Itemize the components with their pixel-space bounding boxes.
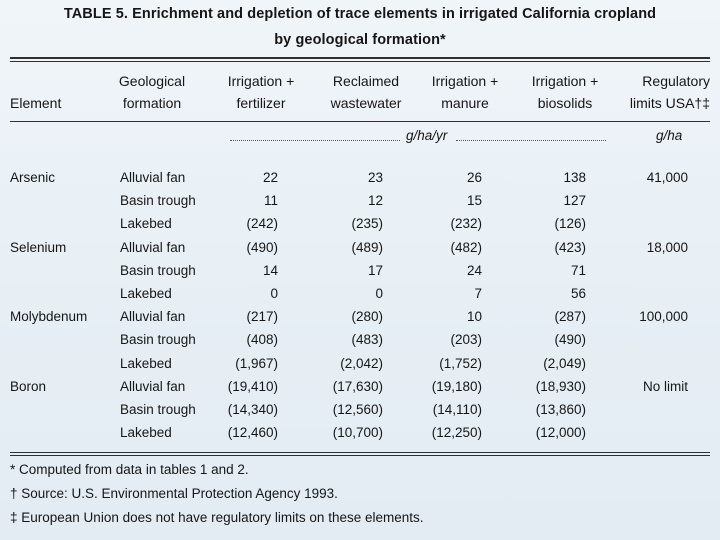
row-value: (217)	[246, 309, 278, 325]
top-rule-thin	[10, 61, 710, 62]
row-formation: Lakebed	[120, 216, 172, 232]
header-fertilizer-line-2: fertilizer	[236, 95, 286, 111]
row-formation: Lakebed	[120, 286, 172, 301]
header-element: Element	[10, 95, 62, 111]
header-formation-line-2: formation	[122, 95, 182, 111]
footnote-source: † Source: U.S. Environmental Protection …	[10, 486, 338, 501]
row-value: (10,700)	[332, 425, 383, 441]
header-regulatory-line-2: limits USA†‡	[629, 95, 710, 111]
row-value: 138	[563, 170, 586, 185]
row-value: 22	[262, 170, 278, 185]
row-value: (12,250)	[431, 425, 482, 441]
row-formation: Basin trough	[120, 402, 196, 417]
row-value: (242)	[246, 216, 278, 232]
row-formation: Lakebed	[120, 425, 172, 441]
row-value: 24	[466, 262, 482, 278]
unit-gha-yr: g/ha/yr	[406, 128, 448, 143]
footnote-computed: * Computed from data in tables 1 and 2.	[10, 462, 249, 477]
row-value: 0	[270, 286, 278, 301]
row-value: 0	[375, 286, 383, 301]
row-value: 15	[466, 193, 482, 209]
row-value: (126)	[554, 216, 586, 232]
row-value: 71	[570, 262, 586, 278]
header-wastewater-line-2: wastewater	[330, 95, 402, 111]
row-value: (2,042)	[340, 355, 383, 371]
header-manure-line-2: manure	[441, 95, 489, 111]
row-regulatory-limit: 100,000	[639, 309, 688, 325]
header-formation-line-1: Geological	[118, 73, 186, 89]
row-value: (408)	[246, 332, 278, 348]
top-rule	[10, 57, 710, 59]
row-value: (423)	[554, 239, 586, 255]
row-element: Boron	[10, 378, 47, 394]
row-value: (1,967)	[235, 355, 278, 371]
row-regulatory-limit: 41,000	[646, 170, 688, 185]
row-value: (235)	[351, 216, 383, 232]
unit-gha: g/ha	[656, 128, 683, 143]
row-element: Arsenic	[10, 170, 56, 185]
row-formation: Basin trough	[120, 193, 196, 209]
header-biosolids-line-2: biosolids	[537, 95, 593, 111]
row-value: (203)	[450, 332, 482, 348]
row-regulatory-limit: No limit	[642, 378, 688, 394]
header-rule	[10, 121, 710, 122]
header-manure-line-1: Irrigation +	[431, 73, 499, 89]
row-formation: Alluvial fan	[120, 309, 186, 325]
row-value: (490)	[246, 239, 278, 255]
row-value: (18,930)	[535, 378, 586, 394]
row-value: (2,049)	[543, 355, 586, 371]
footnote-eu: ‡ European Union does not have regulator…	[10, 510, 424, 525]
bottom-rule	[10, 452, 710, 453]
row-value: (17,630)	[332, 378, 383, 394]
row-value: 56	[570, 286, 586, 301]
row-value: (482)	[450, 239, 482, 255]
row-value: (19,180)	[431, 378, 482, 394]
table-title-line-2: by geological formation*	[274, 32, 446, 48]
row-value: (1,752)	[439, 355, 482, 371]
row-element: Molybdenum	[10, 309, 88, 325]
row-value: (280)	[351, 309, 383, 325]
row-value: (489)	[351, 239, 383, 255]
row-value: (14,110)	[432, 402, 482, 417]
row-value: 7	[474, 286, 482, 301]
row-regulatory-limit: 18,000	[646, 239, 688, 255]
header-wastewater-line-1: Reclaimed	[332, 73, 400, 89]
row-element: Selenium	[10, 239, 67, 255]
row-value: 14	[262, 262, 278, 278]
table-title-line-1: TABLE 5. Enrichment and depletion of tra…	[63, 6, 657, 22]
row-formation: Basin trough	[120, 332, 196, 348]
row-value: (12,000)	[535, 425, 586, 441]
header-regulatory-line-1: Regulatory	[642, 73, 710, 89]
row-value: 26	[466, 170, 482, 185]
row-value: 17	[367, 262, 383, 278]
row-value: (483)	[351, 332, 383, 348]
row-formation: Alluvial fan	[120, 170, 186, 185]
row-formation: Alluvial fan	[120, 378, 186, 394]
row-value: (287)	[554, 309, 586, 325]
row-value: (232)	[450, 216, 482, 232]
row-value: (12,560)	[332, 402, 383, 417]
row-value: (14,340)	[227, 402, 278, 417]
header-biosolids-line-1: Irrigation +	[531, 73, 599, 89]
row-formation: Lakebed	[120, 355, 172, 371]
row-value: 12	[367, 193, 383, 209]
row-value: 127	[563, 193, 586, 209]
unit-leader-left	[230, 140, 400, 141]
unit-leader-right	[456, 140, 606, 141]
header-fertilizer-line-1: Irrigation +	[227, 73, 295, 89]
row-value: 10	[466, 309, 482, 325]
row-value: (19,410)	[227, 378, 278, 394]
bottom-rule-thin	[10, 455, 710, 456]
row-value: 23	[367, 170, 383, 185]
row-value: (490)	[554, 332, 586, 348]
row-value: 11	[263, 193, 278, 209]
row-formation: Alluvial fan	[120, 239, 186, 255]
row-value: (12,460)	[227, 425, 278, 441]
row-value: (13,860)	[535, 402, 586, 417]
row-formation: Basin trough	[120, 262, 196, 278]
